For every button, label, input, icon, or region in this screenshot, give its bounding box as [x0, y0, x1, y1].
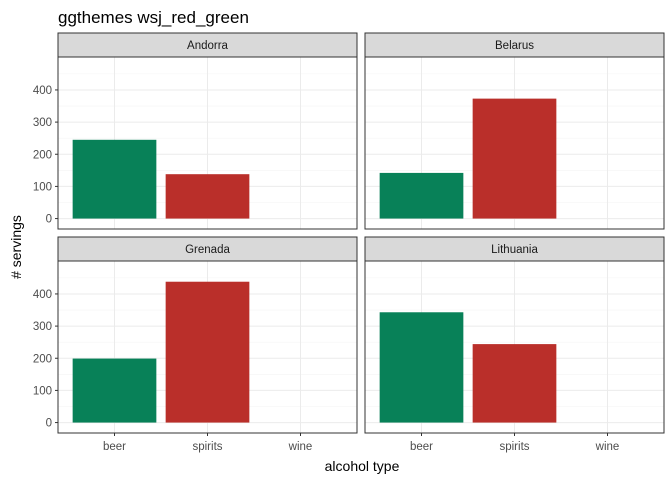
- facet-strip: [364, 236, 665, 262]
- facet-panel-belarus: Belarus: [364, 32, 665, 230]
- x-tick-label: beer: [103, 441, 126, 453]
- y-tick-label: 400: [33, 85, 52, 97]
- bar-lithuania-beer: [379, 312, 464, 423]
- y-tick-label: 300: [33, 117, 52, 129]
- bar-grenada-spirits: [165, 281, 250, 423]
- facet-panel-lithuania: Lithuania beer spirits wine: [364, 236, 665, 453]
- facet-strip-label: Grenada: [185, 244, 230, 256]
- x-tick-label: spirits: [499, 441, 529, 453]
- y-tick-label: 0: [46, 214, 52, 226]
- x-tick-label: spirits: [192, 441, 222, 453]
- y-tick-label: 200: [33, 149, 52, 161]
- facet-panels: Andorra 0 100 200 300 400 Belarus Grenada 0 100 20…: [33, 32, 665, 453]
- chart-title: ggthemes wsj_red_green: [58, 8, 249, 27]
- y-tick-label: 300: [33, 321, 52, 333]
- bar-grenada-beer: [72, 358, 157, 423]
- bar-andorra-spirits: [165, 174, 250, 219]
- bar-belarus-spirits: [472, 98, 557, 219]
- facet-panel-grenada: Grenada 0 100 200 300 400 beer spirits wine: [33, 236, 358, 453]
- y-axis-title: # servings: [8, 215, 24, 279]
- panel-border: [364, 56, 665, 230]
- panel-border: [57, 56, 358, 230]
- y-tick-label: 400: [33, 289, 52, 301]
- y-tick-label: 200: [33, 353, 52, 365]
- y-tick-label: 100: [33, 385, 52, 397]
- facet-strip-label: Andorra: [187, 40, 229, 52]
- bar-belarus-beer: [379, 172, 464, 219]
- facet-strip: [364, 32, 665, 58]
- facet-strip: [57, 236, 358, 262]
- facet-strip: [57, 32, 358, 58]
- facet-strip-label: Belarus: [495, 40, 534, 52]
- y-tick-label: 100: [33, 181, 52, 193]
- bar-andorra-beer: [72, 139, 157, 219]
- bar-lithuania-spirits: [472, 344, 557, 423]
- x-tick-label: wine: [288, 441, 313, 453]
- x-axis-title: alcohol type: [325, 458, 400, 474]
- x-tick-label: wine: [595, 441, 620, 453]
- x-tick-label: beer: [410, 441, 433, 453]
- facet-panel-andorra: Andorra 0 100 200 300 400: [33, 32, 358, 230]
- facet-strip-label: Lithuania: [491, 244, 538, 256]
- y-tick-label: 0: [46, 418, 52, 430]
